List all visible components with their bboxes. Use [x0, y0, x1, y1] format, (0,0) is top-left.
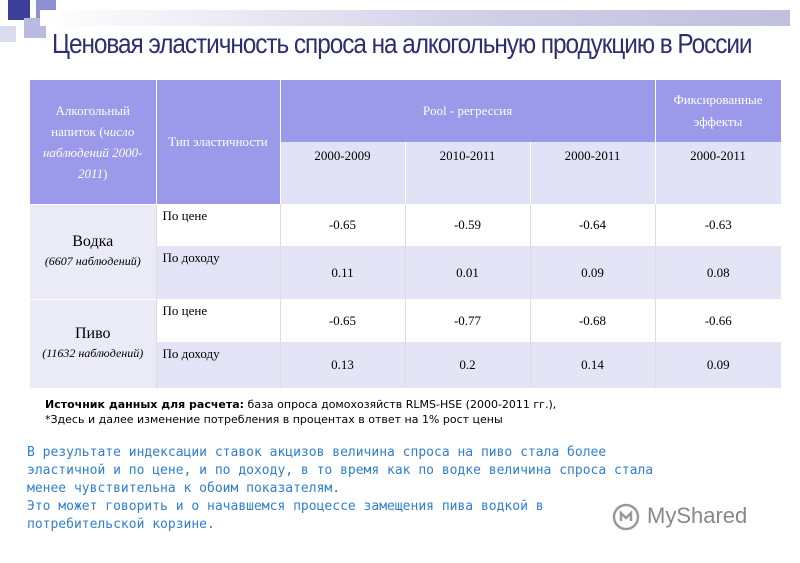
- footnote: *Здесь и далее изменение потребления в п…: [45, 413, 503, 426]
- source-note: Источник данных для расчета: база опроса…: [45, 397, 556, 427]
- conclusion-line: Это может говорить и о начавшемся процес…: [27, 499, 544, 514]
- top-gradient-bar: [40, 10, 790, 26]
- conclusion-text: В результате индексации ставок акцизов в…: [27, 444, 747, 534]
- logo-icon: [612, 503, 640, 531]
- value-cell: -0.65: [279, 204, 405, 246]
- value-cell: 0.09: [529, 246, 656, 299]
- source-text: база опроса домохозяйств RLMS-HSE (2000-…: [244, 398, 557, 411]
- conclusion-line: потребительской корзине.: [27, 517, 215, 532]
- elasticity-type: По цене: [155, 299, 280, 342]
- header-year: 2000-2011: [654, 142, 782, 204]
- value-cell: -0.64: [529, 204, 656, 246]
- header-drink: Алкогольный напиток (число наблюдений 20…: [30, 80, 157, 204]
- myshared-logo[interactable]: MyShared: [612, 503, 772, 531]
- slide-title: Ценовая эластичность спроса на алкогольн…: [52, 28, 753, 59]
- source-label: Источник данных для расчета:: [45, 398, 245, 411]
- elasticity-type: По цене: [155, 204, 280, 246]
- header-elasticity-type: Тип эластичности: [156, 80, 281, 204]
- decor-square: [0, 26, 16, 42]
- value-cell: 0.08: [654, 246, 782, 299]
- value-cell: 0.13: [279, 342, 405, 388]
- conclusion-line: В результате индексации ставок акцизов в…: [27, 445, 607, 460]
- conclusion-line: эластичной и по цене, и по доходу, в то …: [27, 463, 654, 478]
- header-fixed: Фиксированные эффекты: [654, 80, 782, 142]
- drink-cell: Водка (6607 наблюдений): [30, 203, 156, 299]
- drink-name: Водка: [72, 232, 114, 250]
- conclusion-line: менее чувствительна к обоим показателям.: [27, 481, 341, 496]
- logo-text: MyShared: [647, 503, 748, 528]
- drink-observations: (6607 наблюдений): [44, 253, 141, 268]
- drink-name: Пиво: [74, 324, 111, 342]
- value-cell: -0.68: [529, 299, 656, 342]
- drink-cell: Пиво (11632 наблюдений): [30, 298, 156, 388]
- elasticity-table: Алкогольный напиток (число наблюдений 20…: [30, 80, 782, 388]
- elasticity-type: По доходу: [155, 246, 280, 299]
- header-year: 2000-2011: [529, 142, 656, 204]
- value-cell: 0.11: [279, 246, 405, 299]
- header-year: 2000-2009: [279, 142, 406, 204]
- header-pool: Pool - регрессия: [279, 80, 656, 142]
- value-cell: -0.63: [654, 204, 782, 246]
- value-cell: 0.09: [654, 342, 782, 388]
- value-cell: -0.65: [279, 299, 405, 342]
- value-cell: 0.2: [404, 342, 530, 388]
- drink-observations: (11632 наблюдений): [42, 345, 144, 360]
- decor-square: [8, 0, 30, 20]
- value-cell: 0.01: [404, 246, 530, 299]
- elasticity-type: По доходу: [155, 342, 280, 388]
- value-cell: 0.14: [529, 342, 656, 388]
- value-cell: -0.77: [404, 299, 530, 342]
- value-cell: -0.66: [654, 299, 782, 342]
- value-cell: -0.59: [404, 204, 530, 246]
- header-year: 2010-2011: [404, 142, 531, 204]
